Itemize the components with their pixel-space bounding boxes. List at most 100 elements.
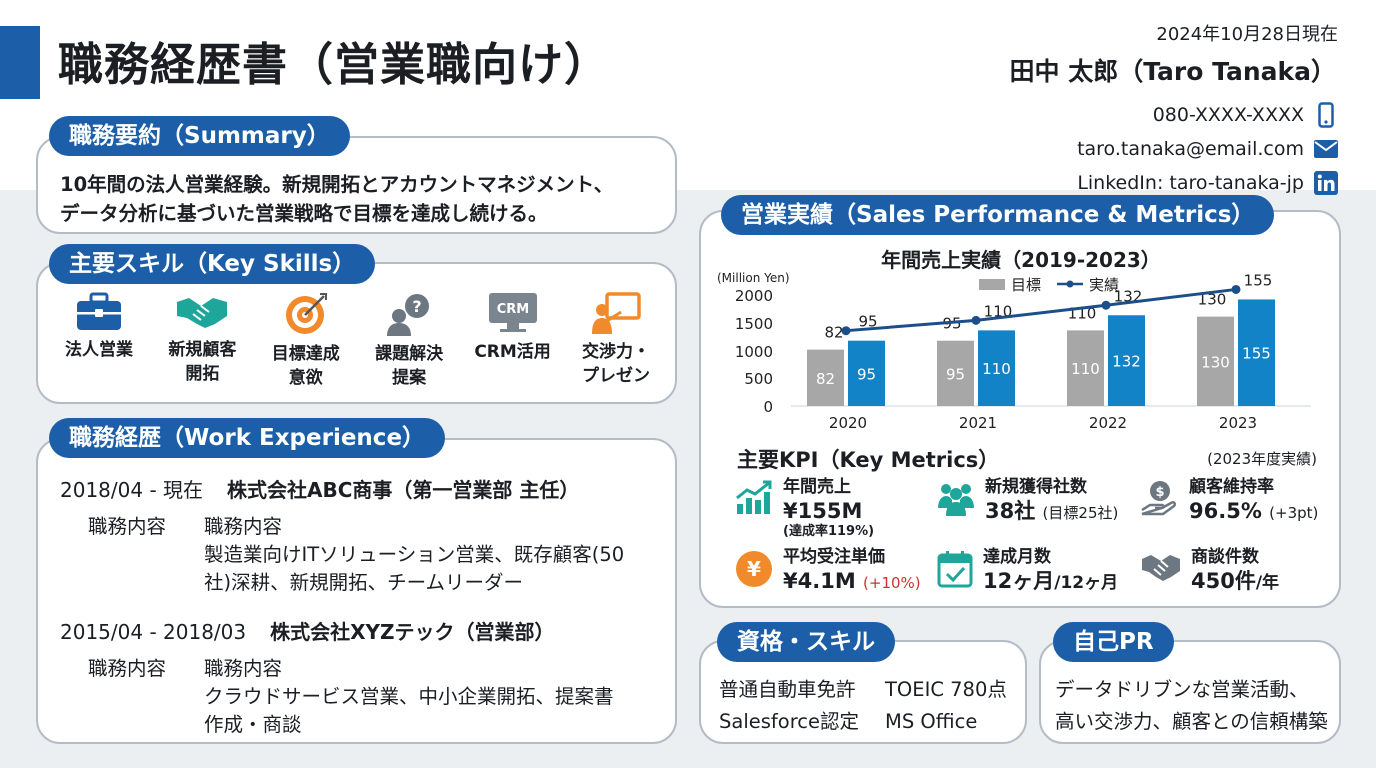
bar-value-label: 82	[816, 370, 835, 388]
handshake-icon	[1142, 555, 1180, 581]
job-description-line: 作成・商談	[204, 713, 302, 736]
skills-panel: 法人営業 新規顧客 開拓 目標達成 意欲 ? 課題解決 提案 CRM CRM活用…	[36, 262, 677, 404]
summary-text: 10年間の法人営業経験。新規開拓とアカウントマネジメント、 データ分析に基づいた…	[60, 170, 613, 228]
skill-label: 目標達成	[271, 344, 340, 364]
kpi-achieved-months: 達成月数 12ヶ月/12ヶ月	[937, 546, 1118, 596]
skills-heading: 主要スキル（Key Skills）	[49, 244, 376, 284]
kpi-note: (2023年度実績)	[1207, 450, 1317, 468]
bar-value-label: 95	[857, 365, 876, 383]
applicant-name: 田中 太郎（Taro Tanaka）	[1009, 57, 1336, 86]
growth-chart-icon	[736, 480, 772, 514]
job-period: 2018/04 - 現在	[60, 478, 204, 502]
job-description-line: クラウドサービス営業、中小企業開拓、提案書	[204, 685, 614, 708]
bar-target	[1067, 330, 1104, 406]
kpi-negotiations: 商談件数 450件/年	[1141, 546, 1279, 596]
kpi-sub: /年	[1255, 573, 1280, 593]
job-description-title: 職務内容	[204, 515, 283, 538]
qualification-item: Salesforce認定	[719, 710, 860, 733]
title-accent-bar	[0, 26, 40, 99]
x-tick-label: 2023	[1219, 414, 1257, 432]
sales-chart: (Million Yen) 2000 1500 1000 500 0 目標 実績 82 95 82 9…	[717, 271, 1311, 432]
kpi-label: 新規獲得社数	[985, 477, 1087, 497]
y-axis-title: (Million Yen)	[717, 271, 790, 285]
phone-row: 080-XXXX-XXXX	[1010, 98, 1338, 132]
qualification-item: MS Office	[885, 710, 978, 733]
experience-heading: 職務経歴（Work Experience）	[49, 418, 446, 458]
legend-marker-actual	[1066, 280, 1074, 288]
skill-item: CRM CRM活用	[464, 292, 562, 390]
kpi-label: 商談件数	[1191, 547, 1259, 567]
phone-number: 080-XXXX-XXXX	[1152, 104, 1304, 126]
kpi-value: ¥4.1M	[783, 569, 856, 593]
kpi-avg-order: ¥ 平均受注単価 ¥4.1M (+10%)	[735, 546, 921, 596]
kpi-sub: (目標25社)	[1042, 504, 1119, 522]
skill-label: 意欲	[288, 368, 323, 388]
bar-actual	[1108, 315, 1145, 406]
kpi-value: 38社	[985, 499, 1036, 523]
bar-value-label: 110	[1071, 360, 1100, 378]
svg-text:?: ?	[413, 297, 422, 316]
kpi-retention: $ 顧客維持率 96.5% (+3pt)	[1141, 476, 1318, 526]
linkedin-id[interactable]: LinkedIn: taro-tanaka-jp	[1077, 172, 1304, 194]
kpi-sub: /12ヶ月	[1054, 573, 1119, 593]
job-period: 2015/04 - 2018/03	[60, 620, 247, 644]
target-value-label: 130	[1198, 291, 1227, 309]
calendar-check-icon	[937, 551, 973, 588]
kpi-label: 達成月数	[983, 547, 1051, 567]
bar-value-label: 95	[946, 365, 965, 383]
job-description-line: 社)深耕、新規開拓、チームリーダー	[204, 571, 524, 594]
crm-icon-label: CRM	[496, 302, 529, 317]
skill-label: 法人営業	[65, 340, 133, 360]
kpi-new-clients: 新規獲得社数 38社 (目標25社)	[937, 476, 1118, 526]
y-tick-label: 2000	[735, 287, 773, 305]
job-label: 職務内容	[88, 515, 167, 538]
summary-heading: 職務要約（Summary）	[49, 116, 350, 156]
legend-swatch-target	[979, 279, 1005, 290]
skill-label: プレゼン	[581, 366, 650, 386]
kpi-sub: (達成率119%)	[783, 524, 875, 539]
job-label: 職務内容	[88, 657, 167, 680]
job-entry: 2015/04 - 2018/03 株式会社XYZテック（営業部） 職務内容 職務…	[60, 616, 666, 739]
actual-trend-point	[1231, 284, 1241, 294]
kpi-value: ¥155M	[783, 499, 863, 523]
x-tick-label: 2020	[829, 414, 867, 432]
actual-trend-point	[841, 326, 851, 336]
skill-label: 課題解決	[375, 344, 444, 364]
kpi-label: 年間売上	[783, 477, 851, 497]
kpi-label: 顧客維持率	[1189, 477, 1274, 497]
presentation-icon	[591, 292, 641, 334]
legend-label: 実績	[1089, 276, 1119, 294]
y-tick-label: 0	[763, 398, 773, 416]
phone-icon	[1314, 102, 1338, 128]
qualification-row: Salesforce認定 MS Office	[719, 706, 1007, 738]
kpi-label: 平均受注単価	[783, 547, 885, 567]
svg-text:¥: ¥	[747, 557, 761, 581]
email-address[interactable]: taro.tanaka@email.com	[1077, 138, 1304, 160]
x-tick-label: 2021	[959, 414, 997, 432]
skill-item: 目標達成 意欲	[257, 292, 355, 390]
skill-label: 新規顧客	[168, 340, 237, 360]
x-tick-label: 2022	[1089, 414, 1127, 432]
skill-label: 開拓	[185, 364, 220, 384]
linkedin-row: LinkedIn: taro-tanaka-jp	[1010, 166, 1338, 200]
legend-label: 目標	[1011, 276, 1041, 294]
actual-value-label: 155	[1244, 271, 1273, 289]
bar-actual	[1238, 299, 1275, 406]
briefcase-icon	[77, 292, 121, 330]
skill-label: 交渉力・	[581, 342, 650, 362]
email-row: taro.tanaka@email.com	[1010, 132, 1338, 166]
kpi-annual-sales: 年間売上 ¥155M (達成率119%)	[735, 476, 874, 540]
job-description-title: 職務内容	[204, 657, 283, 680]
skill-item: 交渉力・ プレゼン	[567, 292, 665, 390]
target-value-label: 82	[824, 324, 843, 342]
qualification-item: 普通自動車免許	[719, 678, 856, 701]
bar-target	[1197, 316, 1234, 406]
mail-icon	[1314, 140, 1338, 158]
handshake-icon	[177, 298, 228, 328]
actual-value-label: 95	[858, 313, 877, 331]
summary-line: データ分析に基づいた営業戦略で目標を達成し続ける。	[60, 202, 548, 225]
bar-target	[937, 340, 974, 406]
job-entry: 2018/04 - 現在 株式会社ABC商事（第一営業部 主任） 職務内容 職務内…	[60, 474, 666, 597]
skill-label: 提案	[392, 368, 427, 388]
pr-line: データドリブンな営業活動、	[1055, 678, 1309, 701]
